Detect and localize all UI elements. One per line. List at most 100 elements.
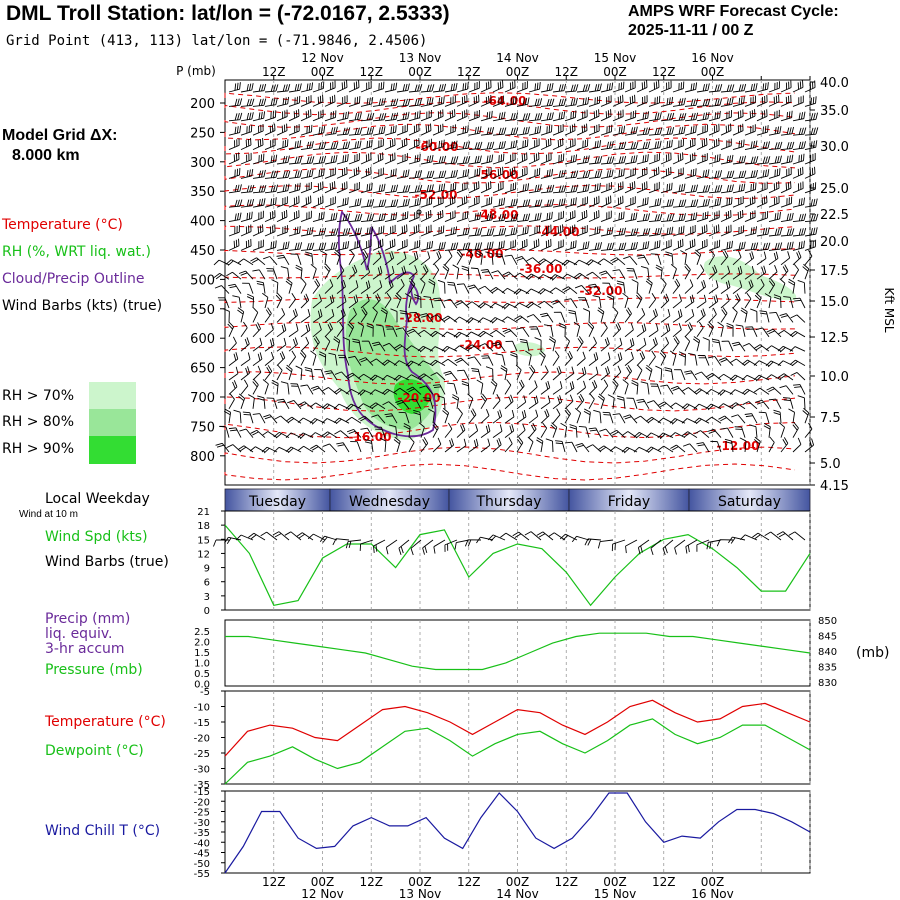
wind-barb xyxy=(597,393,605,409)
wind-barb xyxy=(623,414,638,424)
wind-barb xyxy=(312,168,325,179)
wind-barb xyxy=(396,184,411,194)
wind-barb xyxy=(444,156,459,165)
wind-barb xyxy=(228,238,240,251)
wind-barb xyxy=(621,431,638,438)
wind-barb xyxy=(669,350,677,366)
wind-barb xyxy=(788,408,795,424)
wind-barb xyxy=(660,166,672,179)
wind-barb xyxy=(504,409,515,424)
wind-speed-tick-label: 6 xyxy=(204,578,210,589)
wind-barb xyxy=(504,152,516,165)
wind-barb xyxy=(732,250,742,266)
wind-barb xyxy=(764,531,782,541)
wind-barb xyxy=(684,199,699,208)
wind-barb xyxy=(480,438,491,453)
wind-barb xyxy=(672,112,687,122)
wind-barb xyxy=(622,379,629,395)
wind-barb xyxy=(324,181,336,194)
wind-barb xyxy=(516,436,524,453)
wind-barb xyxy=(636,254,650,266)
legend-rh80-swatch xyxy=(89,409,136,436)
wind-barb xyxy=(792,127,807,136)
height-tick-label: 20.0 xyxy=(820,235,849,250)
wind-barb xyxy=(696,321,704,338)
wind-barb xyxy=(636,127,651,136)
pressure-line xyxy=(225,632,811,671)
wind-barb xyxy=(516,226,529,237)
temperature-contour-label: -32.00 xyxy=(580,284,623,298)
wind-barb xyxy=(384,279,394,294)
wind-barb xyxy=(384,251,395,266)
precip-tick-label: 2.5 xyxy=(194,627,210,638)
wind-barb xyxy=(288,140,302,151)
wind-barb xyxy=(756,265,767,280)
wind-barb xyxy=(584,538,602,546)
wind-speed-tick-label: 9 xyxy=(204,564,210,575)
wind-barb xyxy=(444,539,458,552)
wind-barb xyxy=(660,293,670,309)
temperature-contour xyxy=(224,101,796,116)
wind-barb xyxy=(240,137,252,151)
wind-barb xyxy=(562,286,578,294)
wind-barb xyxy=(492,240,505,251)
wind-barb xyxy=(480,80,492,93)
wind-barb xyxy=(240,98,255,107)
wind-barb xyxy=(319,535,338,543)
wind-barb xyxy=(804,152,816,165)
weekday-label: Thursday xyxy=(475,494,541,510)
wind-barb xyxy=(418,422,425,438)
wind-barb xyxy=(578,297,590,309)
wind-barb xyxy=(501,316,518,323)
wind-barb xyxy=(684,138,696,151)
wind-speed-line xyxy=(224,524,811,607)
wind-barb xyxy=(468,94,480,107)
wind-barb xyxy=(420,123,432,136)
wind-barb xyxy=(432,196,444,208)
wind-barb xyxy=(660,182,673,194)
wind-barb xyxy=(525,301,542,309)
wind-barb xyxy=(226,271,242,280)
wind-barb xyxy=(600,169,614,179)
wind-barb xyxy=(749,424,758,438)
wind-barb xyxy=(456,141,471,151)
wind-barb xyxy=(636,181,648,194)
wind-barb xyxy=(408,251,419,266)
wind-barb xyxy=(233,409,242,424)
wind-barb xyxy=(348,307,357,323)
wind-barb xyxy=(607,394,615,409)
wind-barb xyxy=(285,278,293,294)
wind-barb xyxy=(475,250,483,265)
wind-barb xyxy=(526,314,542,323)
wind-barb xyxy=(467,284,482,294)
wind-barb xyxy=(744,195,756,208)
wind-barb xyxy=(616,395,626,409)
wind-barb xyxy=(768,181,780,194)
wind-barb xyxy=(513,272,530,280)
wind-barb xyxy=(672,167,684,179)
wind-barb xyxy=(369,389,386,395)
wind-barb xyxy=(384,125,397,136)
wind-barb xyxy=(468,228,483,237)
wind-barb xyxy=(336,154,349,165)
height-tick-label: 4.15 xyxy=(820,479,849,494)
wind-barb xyxy=(432,183,446,194)
wind-barb xyxy=(783,397,794,409)
wind-barb xyxy=(672,81,685,93)
wind-barb xyxy=(305,251,314,265)
wind-barb xyxy=(636,111,650,122)
wind-barb xyxy=(336,264,345,280)
wind-barb xyxy=(288,242,303,251)
wind-barb xyxy=(696,239,708,251)
temperature-contour xyxy=(224,421,796,439)
wind-barb xyxy=(573,272,590,280)
wind-barb xyxy=(660,198,675,208)
wind-barb xyxy=(396,83,410,93)
wind-barb xyxy=(336,141,351,151)
temperature-contour xyxy=(224,463,796,481)
wind-barb xyxy=(246,293,255,309)
wind-barb xyxy=(360,166,372,179)
wind-barb xyxy=(485,251,494,265)
wind-barb xyxy=(408,123,420,136)
wind-barb xyxy=(636,167,648,179)
